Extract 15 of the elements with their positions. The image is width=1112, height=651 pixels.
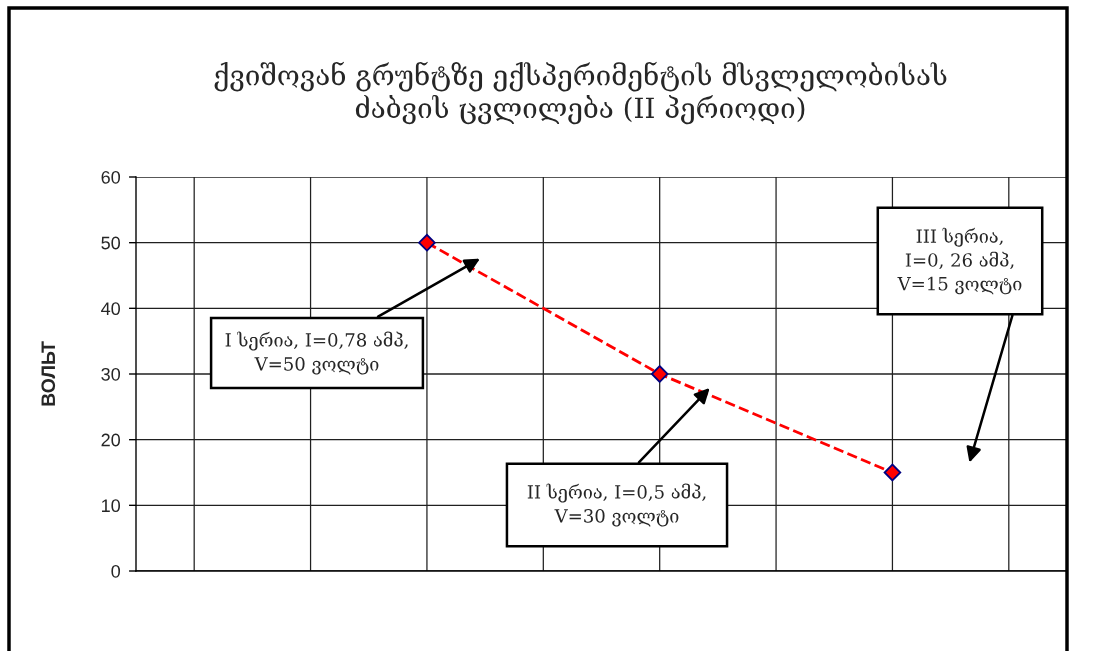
point [883, 463, 902, 482]
y-tick-label: 20 [101, 433, 121, 447]
annotation: II სერია, I=0,5 ამპ, V=30 ვოლტი [527, 483, 706, 527]
y-tick-label: 50 [101, 236, 121, 250]
annotation: I სერია, I=0,78 ამპ, V=50 ვოლტი [225, 331, 408, 375]
y-tick-label: 10 [102, 499, 121, 513]
y-tick-label: 30 [101, 367, 121, 381]
y-axis-title: ВОЛЬТ [41, 341, 56, 406]
point [650, 365, 669, 383]
annotation: III სერია, I=0, 26 ამპ, V=15 ვოლტი [897, 227, 1022, 295]
y-tick-label: 60 [101, 170, 121, 184]
point [418, 233, 436, 252]
y-tick-label: 0 [111, 564, 121, 578]
chart-title: ქვიშოვან გრუნტზე ექსპერიმენტის მსვლელობისას ძაბვის ცვლილება (II პერიოდი) [214, 61, 947, 125]
y-tick-label: 40 [101, 302, 121, 316]
